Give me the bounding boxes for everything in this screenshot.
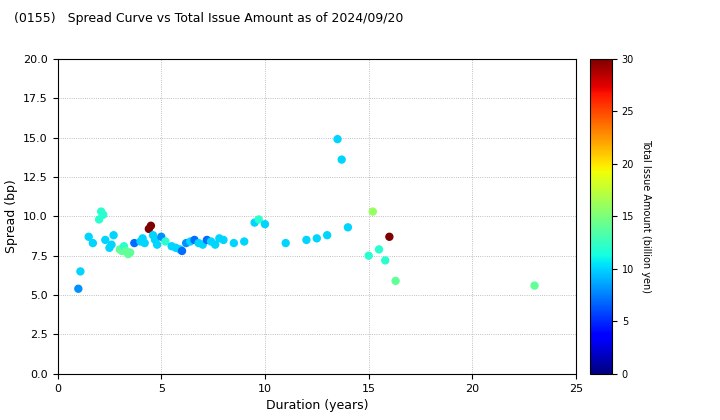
Point [197,241,209,248]
Point [125,249,136,256]
Point [181,240,192,247]
Point [137,235,148,242]
Point [118,243,130,249]
Point [166,243,177,249]
Point [205,238,217,245]
Point [99,236,111,243]
Text: (0155)   Spread Curve vs Total Issue Amount as of 2024/09/20: (0155) Spread Curve vs Total Issue Amoun… [14,12,404,25]
Point [83,234,94,240]
Point [189,236,200,243]
Point [94,216,105,223]
Point [311,235,323,242]
Point [104,244,115,251]
Point [363,252,374,259]
Point [384,234,395,240]
Point [332,136,343,142]
Point [156,234,167,240]
Point [143,226,155,232]
Point [390,278,401,284]
Point [249,219,261,226]
Y-axis label: Total Issue Amount (billion yen): Total Issue Amount (billion yen) [641,139,651,293]
Point [145,223,157,229]
Point [174,246,186,253]
Point [253,216,264,223]
Point [228,240,240,247]
Point [147,232,158,239]
Point [129,240,140,247]
Point [367,208,379,215]
Point [106,241,117,248]
Point [75,268,86,275]
Y-axis label: Spread (bp): Spread (bp) [4,179,17,253]
Point [280,240,292,247]
Point [114,246,125,253]
Point [95,208,107,215]
Point [160,238,171,245]
Point [120,247,132,254]
Point [259,221,271,228]
Point [214,235,225,242]
Point [342,224,354,231]
Point [87,240,99,247]
Point [149,236,161,243]
X-axis label: Duration (years): Duration (years) [266,399,368,412]
Point [379,257,391,264]
Point [528,282,540,289]
Point [122,251,134,257]
Point [321,232,333,239]
Point [238,238,250,245]
Point [373,246,384,253]
Point [176,247,188,254]
Point [151,241,163,248]
Point [73,286,84,292]
Point [170,244,181,251]
Point [139,240,150,247]
Point [217,236,229,243]
Point [97,211,109,218]
Point [116,247,127,254]
Point [184,238,196,245]
Point [193,240,204,247]
Point [336,156,348,163]
Point [210,241,221,248]
Point [301,236,312,243]
Point [108,232,120,239]
Point [201,236,212,243]
Point [135,238,146,245]
